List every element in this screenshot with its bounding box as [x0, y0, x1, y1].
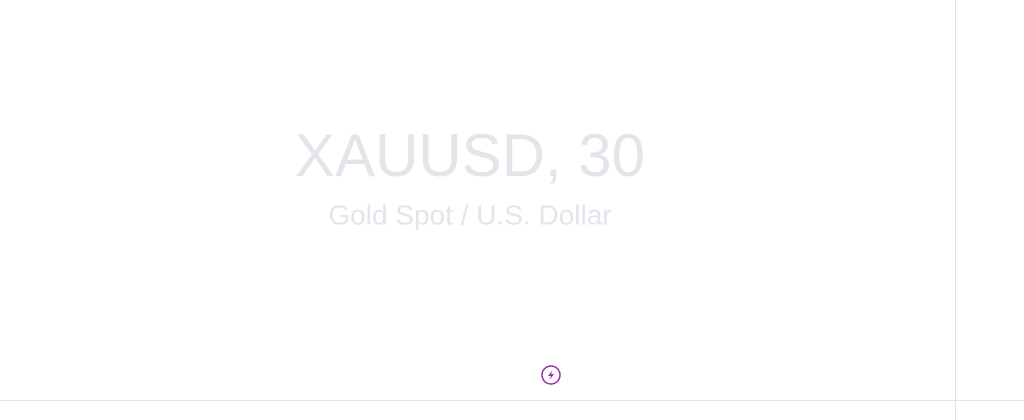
lightning-icon[interactable] [541, 365, 561, 385]
watermark-subtitle: Gold Spot / U.S. Dollar [328, 199, 611, 230]
watermark-title: XAUUSD, 30 [295, 122, 645, 189]
